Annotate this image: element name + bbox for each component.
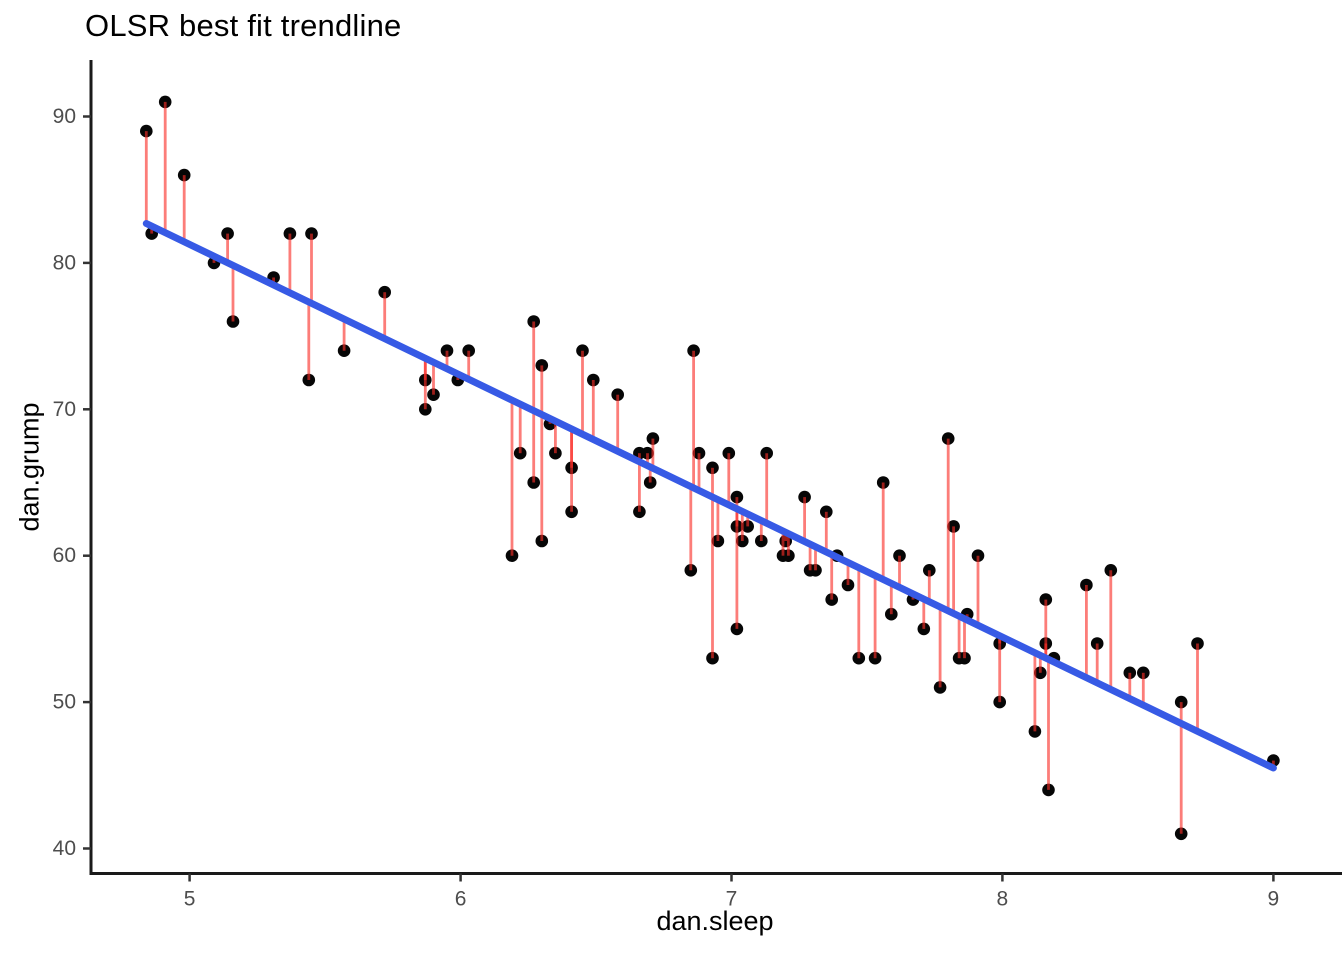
x-tick-label: 7 [726, 888, 738, 911]
x-tick-label: 8 [997, 888, 1009, 911]
chart-title: OLSR best fit trendline [85, 8, 402, 43]
y-tick-label: 40 [53, 837, 76, 860]
x-tick-label: 5 [184, 888, 196, 911]
y-tick-label: 50 [53, 691, 76, 714]
y-axis-title: dan.grump [14, 402, 45, 532]
y-tick-label: 90 [53, 105, 76, 128]
y-tick-label: 60 [53, 544, 76, 567]
y-tick-label: 70 [53, 398, 76, 421]
trendline [142, 220, 1277, 772]
x-axis-title-text: dan.sleep [656, 906, 774, 936]
x-tick-label: 6 [455, 888, 467, 911]
y-tick-label: 80 [53, 251, 76, 274]
x-axis-title: dan.sleep [0, 906, 1344, 937]
data-point [158, 95, 172, 109]
x-tick-label: 9 [1268, 888, 1280, 911]
